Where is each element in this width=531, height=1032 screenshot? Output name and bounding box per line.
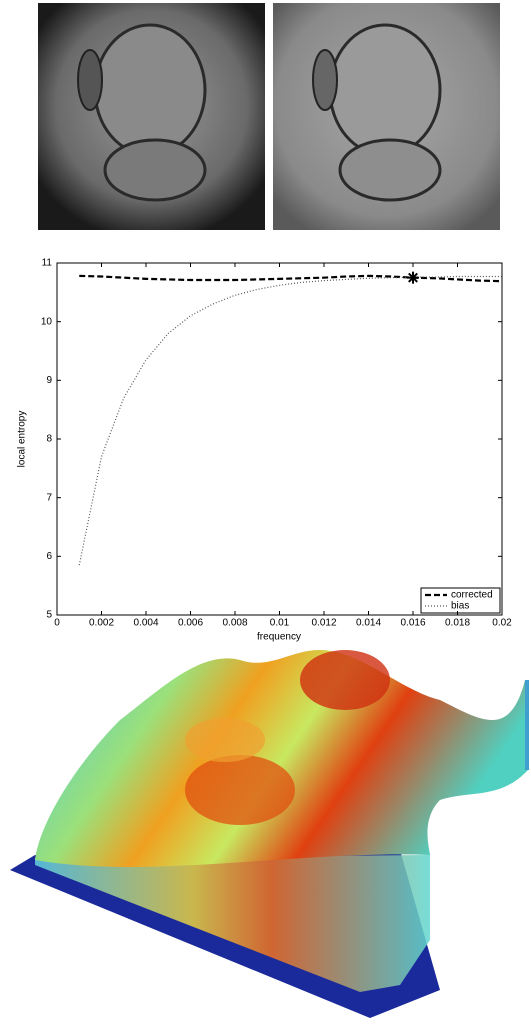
y-tick-label: 10 xyxy=(41,316,53,327)
y-tick-label: 9 xyxy=(46,375,52,386)
y-tick-label: 7 xyxy=(46,492,52,503)
legend-label: corrected xyxy=(451,590,493,601)
mri-right xyxy=(273,3,500,230)
x-tick-label: 0.02 xyxy=(492,618,512,629)
line-series xyxy=(78,275,502,566)
plot-frame xyxy=(56,262,503,616)
x-tick-label: 0 xyxy=(54,618,60,629)
x-tick-label: 0.016 xyxy=(400,618,425,629)
x-tick-label: 0.006 xyxy=(178,618,203,629)
legend-label: bias xyxy=(451,601,469,612)
x-tick-label: 0.002 xyxy=(89,618,114,629)
highlight-stroke xyxy=(408,272,418,283)
x-tick-label: 0.004 xyxy=(133,618,158,629)
line-series xyxy=(79,274,503,283)
x-tick-label: 0.008 xyxy=(222,618,247,629)
surface-plot xyxy=(10,650,529,1018)
x-tick-label: 0.014 xyxy=(356,618,381,629)
y-tick-label: 11 xyxy=(42,258,53,269)
highlight-marker xyxy=(407,271,419,284)
y-tick-label: 6 xyxy=(46,551,52,562)
x-tick-label: 0.012 xyxy=(311,618,336,629)
x-tick-label: 0.018 xyxy=(445,618,470,629)
mri-left xyxy=(38,3,265,230)
y-axis-label: local entropy xyxy=(17,411,28,468)
x-tick-label: 0.01 xyxy=(270,618,290,629)
x-axis-label: frequency xyxy=(257,632,301,643)
y-tick-label: 8 xyxy=(46,434,52,445)
y-tick-label: 5 xyxy=(46,610,52,621)
